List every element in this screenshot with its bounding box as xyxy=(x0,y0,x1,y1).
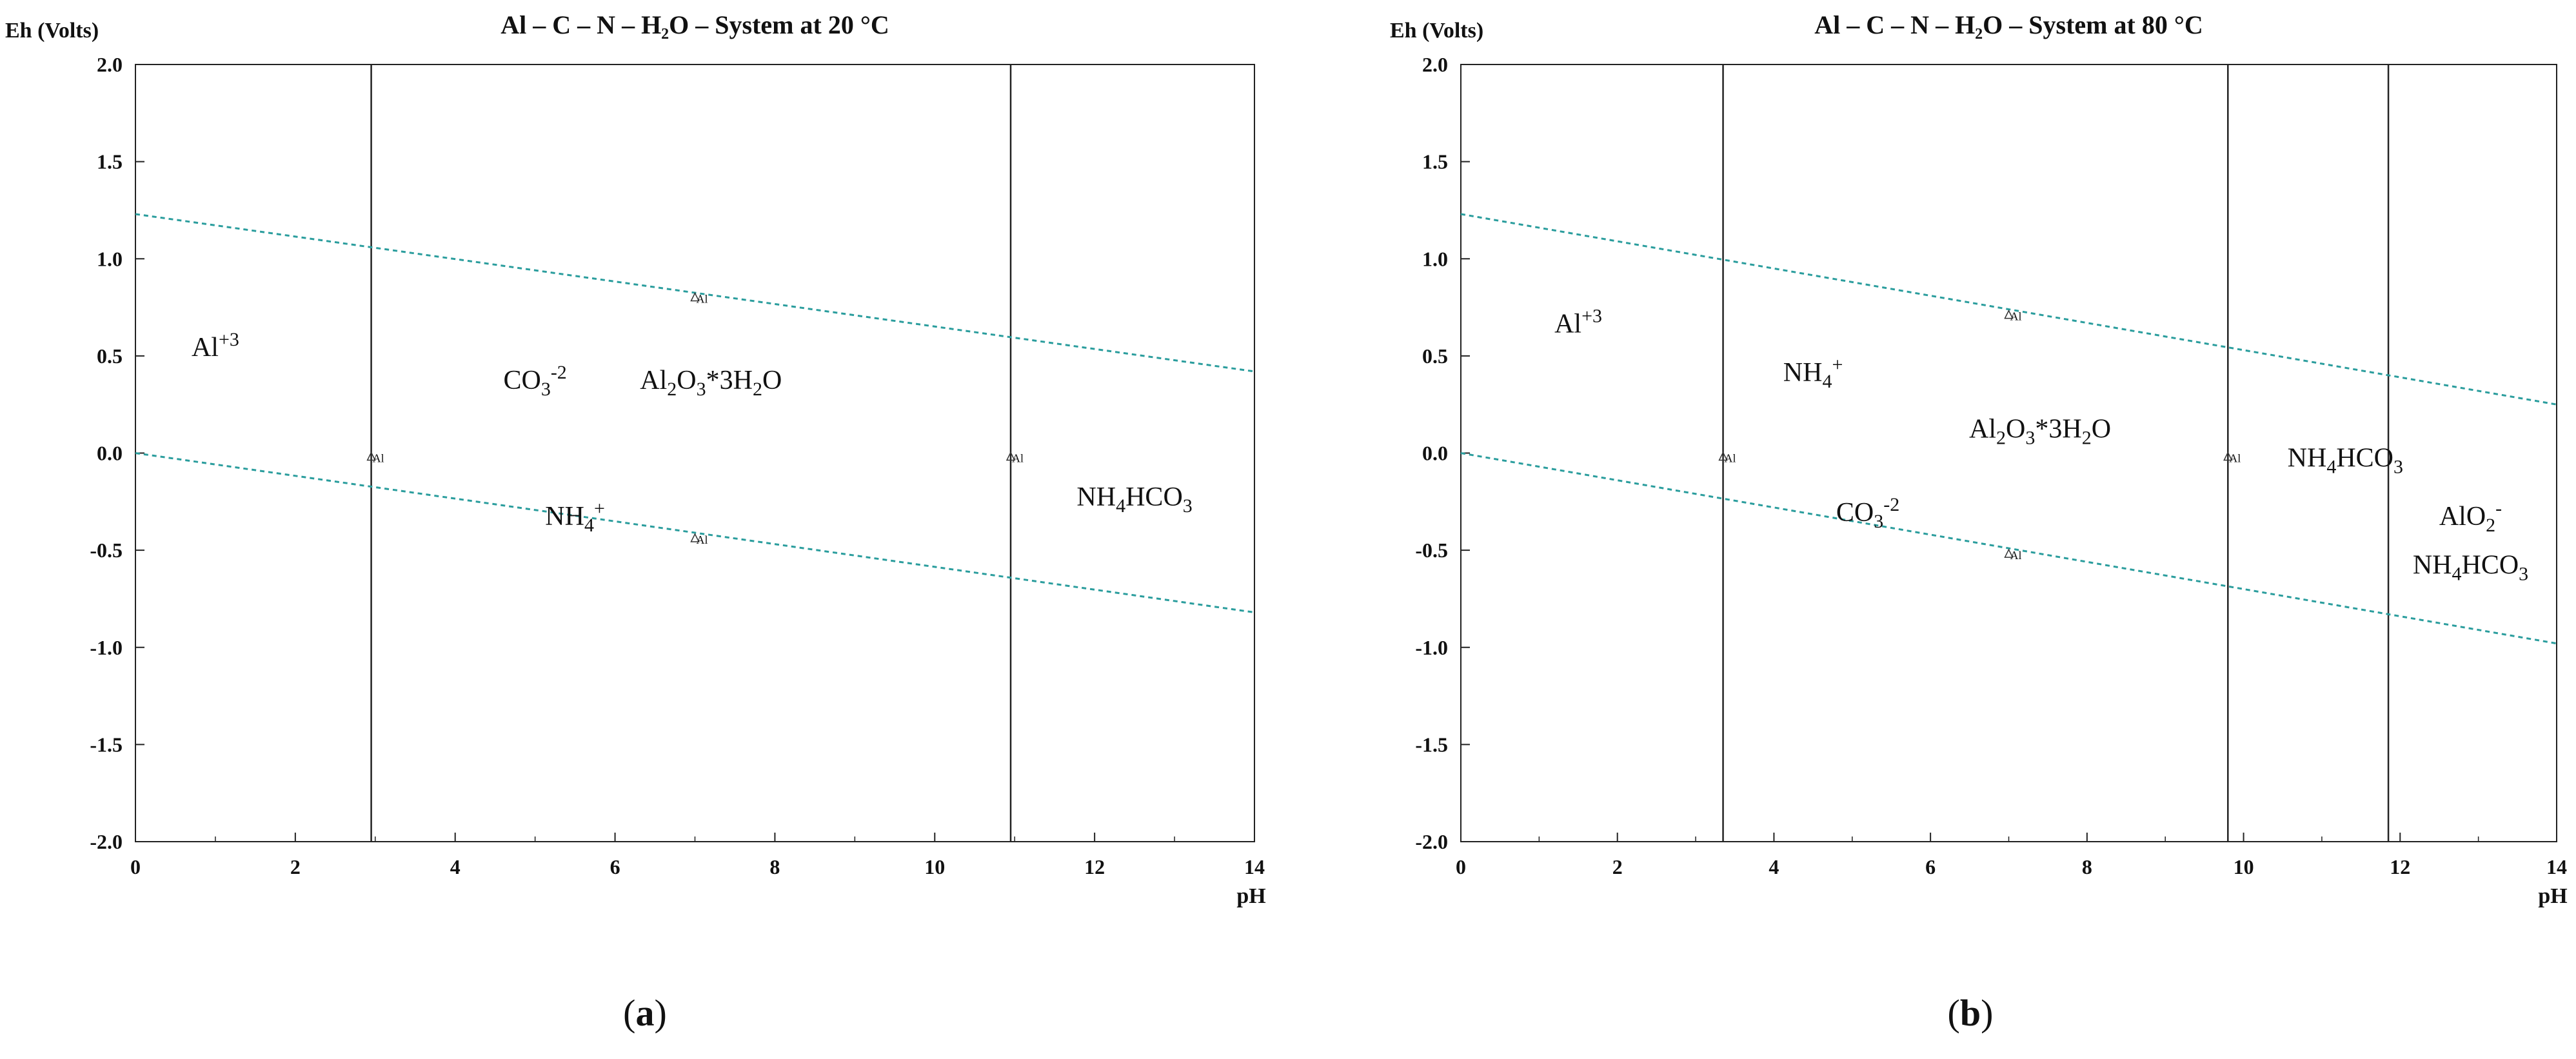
al-point-marker xyxy=(690,533,700,542)
y-tick-label: 0.5 xyxy=(97,344,123,368)
y-axis-title: Eh (Volts) xyxy=(1390,19,1483,43)
y-tick-label: 2.0 xyxy=(97,53,123,76)
marker-label: Al xyxy=(2010,310,2022,323)
x-tick-label: 14 xyxy=(2546,855,2567,878)
x-tick-label: 2 xyxy=(1612,855,1623,878)
y-tick-label: 2.0 xyxy=(1422,53,1448,76)
y-tick-label: -1.0 xyxy=(1415,636,1448,659)
al-point-marker xyxy=(1718,451,1728,461)
x-tick-label: 6 xyxy=(1925,855,1936,878)
y-tick-label: 0.5 xyxy=(1422,344,1448,368)
panel-b: Al – C – N – H₂O – System at 80 °C Eh (Vo… xyxy=(1390,10,2568,1034)
x-axis-title: pH xyxy=(1236,884,1265,908)
region-label: NH4HCO3 xyxy=(2413,550,2528,584)
marker-label: Al xyxy=(2229,452,2241,465)
region-label: Al+3 xyxy=(1554,306,1602,339)
panel-letter: (a) xyxy=(623,992,667,1034)
y-tick-label: 1.0 xyxy=(97,247,123,270)
region-label: Al2O3*3H2O xyxy=(1969,414,2111,448)
x-tick-label: 10 xyxy=(924,855,945,878)
al-point-marker xyxy=(2223,451,2233,461)
panel-letter: (b) xyxy=(1948,992,1994,1034)
al-point-marker xyxy=(690,292,700,302)
region-label: CO3-2 xyxy=(1836,494,1899,532)
y-tick-label: -0.5 xyxy=(90,539,123,562)
x-tick-label: 6 xyxy=(610,855,620,878)
x-tick-label: 12 xyxy=(1084,855,1105,878)
x-tick-label: 2 xyxy=(290,855,301,878)
x-tick-label: 8 xyxy=(769,855,780,878)
al-point-marker xyxy=(2004,309,2014,319)
water-stability-line xyxy=(135,452,1255,614)
marker-label: Al xyxy=(1725,452,1736,465)
x-tick-label: 14 xyxy=(1244,855,1265,878)
y-tick-label: 1.0 xyxy=(1422,247,1448,270)
x-axis-title: pH xyxy=(2538,884,2567,908)
marker-label: Al xyxy=(373,452,384,465)
region-label: AlO2- xyxy=(2439,498,2502,536)
y-tick-label: -0.5 xyxy=(1415,539,1448,562)
marker-label: Al xyxy=(697,293,708,306)
region-label: Al2O3*3H2O xyxy=(640,366,782,400)
region-label: NH4HCO3 xyxy=(1076,482,1192,517)
region-label: NH4HCO3 xyxy=(2288,444,2403,478)
y-tick-label: 0.0 xyxy=(97,442,123,465)
y-tick-label: 1.5 xyxy=(97,150,123,173)
y-tick-label: 1.5 xyxy=(1422,150,1448,173)
al-point-marker xyxy=(366,451,376,461)
y-tick-label: -1.5 xyxy=(1415,733,1448,756)
water-stability-line xyxy=(1460,452,2557,645)
x-tick-label: 8 xyxy=(2082,855,2092,878)
x-tick-label: 4 xyxy=(450,855,461,878)
y-axis-title: Eh (Volts) xyxy=(5,19,99,43)
y-tick-label: -2.0 xyxy=(1415,830,1448,853)
region-label: Al+3 xyxy=(192,329,239,362)
al-point-marker xyxy=(1006,451,1016,461)
y-tick-label: 0.0 xyxy=(1422,442,1448,465)
x-tick-label: 12 xyxy=(2390,855,2410,878)
region-label: CO3-2 xyxy=(503,362,566,400)
marker-label: Al xyxy=(2010,549,2022,562)
y-tick-label: -2.0 xyxy=(90,830,123,853)
x-tick-label: 4 xyxy=(1769,855,1779,878)
plot-frame xyxy=(135,64,1255,842)
marker-label: Al xyxy=(1012,452,1024,465)
al-point-marker xyxy=(2004,548,2014,558)
y-tick-label: -1.5 xyxy=(90,733,123,756)
chart-title: Al – C – N – H₂O – System at 80 °C xyxy=(1814,10,2203,39)
water-stability-line xyxy=(1460,213,2557,406)
chart-title: Al – C – N – H₂O – System at 20 °C xyxy=(500,10,889,39)
x-tick-label: 0 xyxy=(1456,855,1466,878)
x-tick-label: 0 xyxy=(130,855,141,878)
panel-a: Al – C – N – H₂O – System at 20 °C Eh (Vo… xyxy=(5,10,1266,1034)
y-tick-label: -1.0 xyxy=(90,636,123,659)
region-label: NH4+ xyxy=(545,498,605,536)
region-label: NH4+ xyxy=(1783,354,1843,392)
marker-label: Al xyxy=(697,533,708,546)
x-tick-label: 10 xyxy=(2234,855,2254,878)
